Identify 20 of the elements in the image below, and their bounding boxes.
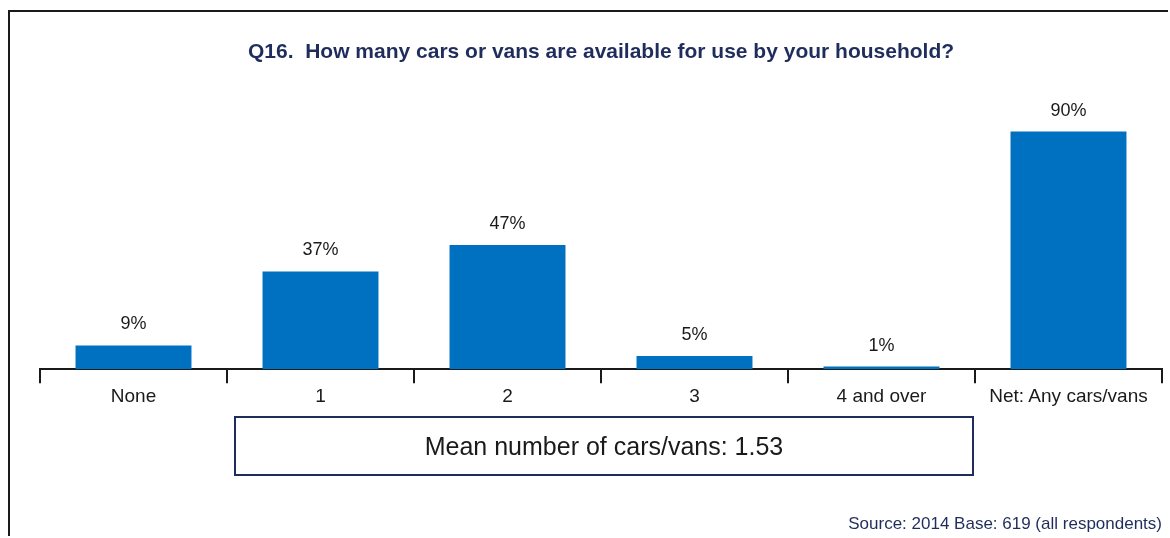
x-tick-label: 3	[689, 384, 700, 406]
bar	[75, 345, 192, 370]
x-tick-label: Net: Any cars/vans	[989, 384, 1148, 406]
data-label: 47%	[489, 213, 526, 234]
bar	[636, 356, 753, 370]
data-label: 90%	[1050, 99, 1087, 120]
data-label: 1%	[868, 334, 895, 355]
data-label: 9%	[120, 313, 147, 334]
x-tick-label: 2	[502, 384, 513, 406]
chart-title: Q16. How many cars or vans are available for use by your household?	[247, 39, 955, 63]
x-tick-label: None	[110, 384, 157, 406]
bar	[1010, 131, 1127, 370]
x-tick-label: 1	[315, 384, 326, 406]
data-label: 37%	[302, 239, 339, 260]
data-label: 5%	[681, 323, 708, 344]
x-tick-label: 4 and over	[836, 384, 928, 406]
text: Mean number of cars/vans: 1.53	[234, 416, 974, 476]
source-note: Source: 2014 Base: 619 (all respondents)	[848, 514, 1162, 534]
bar	[262, 271, 379, 370]
bar	[449, 245, 566, 370]
